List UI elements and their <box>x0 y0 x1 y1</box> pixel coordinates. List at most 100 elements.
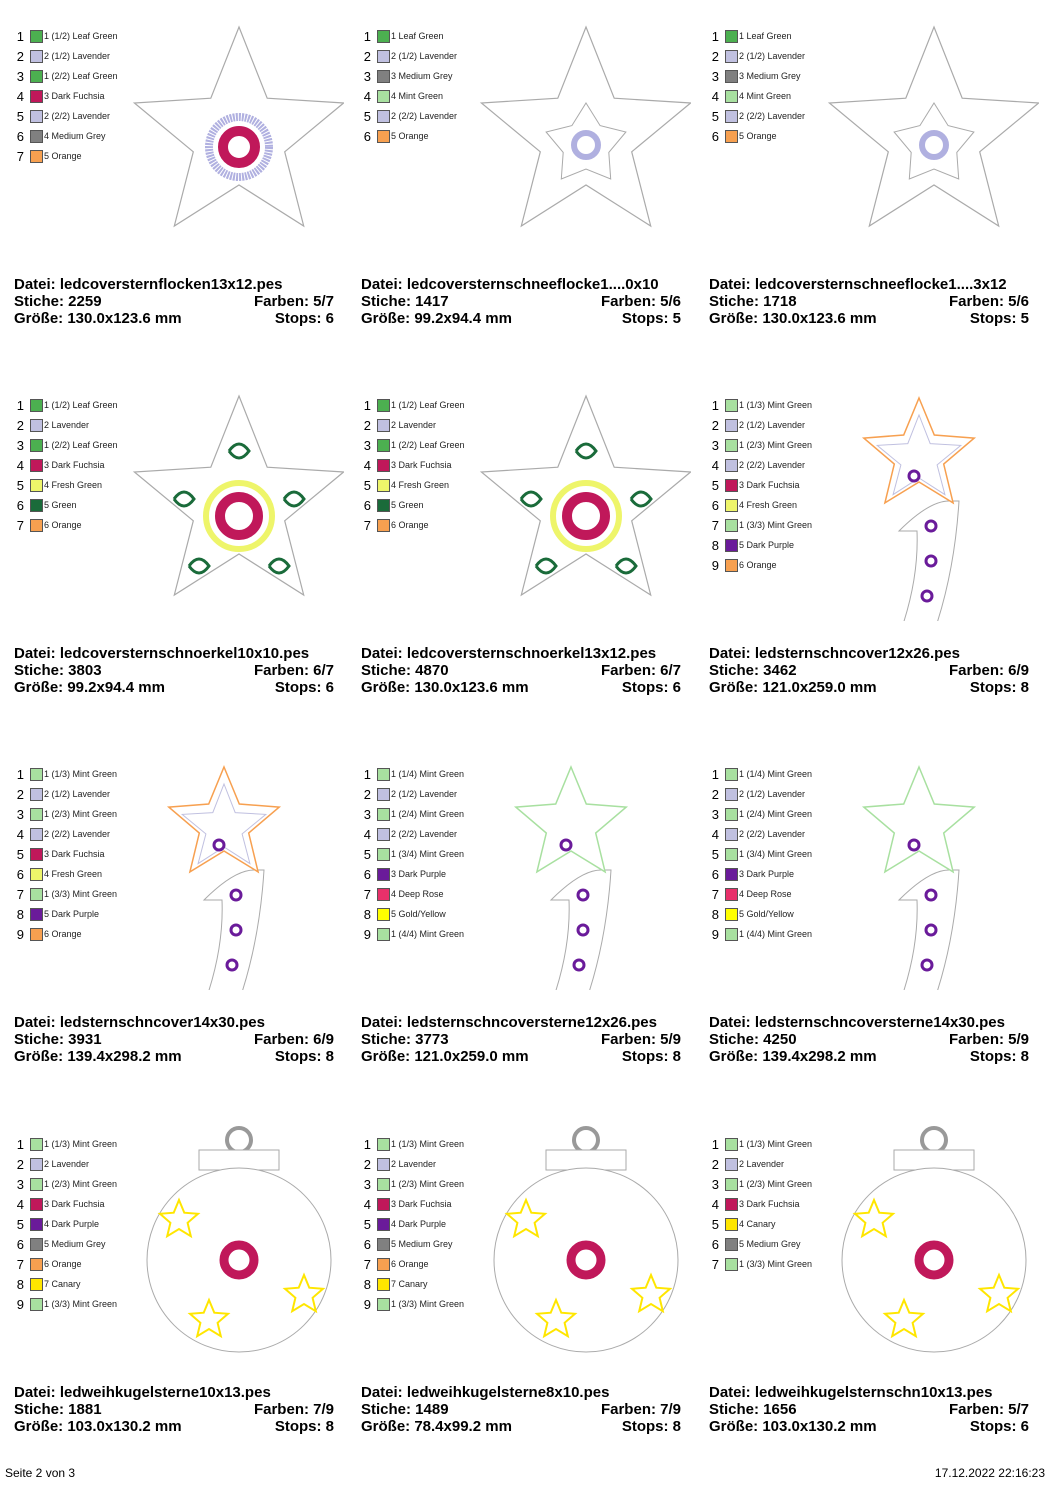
color-index: 2 <box>711 418 719 433</box>
color-index: 9 <box>16 927 24 942</box>
color-index: 5 <box>711 1217 719 1232</box>
color-index: 9 <box>711 927 719 942</box>
design-size: Größe: 121.0x259.0 mm <box>709 679 877 696</box>
color-index: 6 <box>363 1237 371 1252</box>
color-swatch <box>30 1238 43 1251</box>
color-swatch <box>377 439 390 452</box>
page-number: Seite 2 von 3 <box>5 1466 76 1480</box>
design-preview <box>479 25 691 228</box>
color-label: 1 (1/3) Mint Green <box>391 1139 465 1149</box>
design-size: Größe: 99.2x94.4 mm <box>14 679 165 696</box>
color-swatch <box>30 928 43 941</box>
color-index: 3 <box>711 69 719 84</box>
color-label: 4 Dark Purple <box>44 1219 100 1229</box>
color-swatch <box>725 70 738 83</box>
design-size: Größe: 121.0x259.0 mm <box>361 1048 529 1065</box>
color-swatch <box>30 1218 43 1231</box>
color-label: 3 Dark Fuchsia <box>739 480 800 490</box>
color-swatch <box>30 30 43 43</box>
color-swatch <box>377 479 390 492</box>
color-index: 1 <box>16 767 24 782</box>
color-label: 5 Dark Purple <box>739 540 795 550</box>
color-swatch <box>377 90 390 103</box>
color-swatch <box>377 848 390 861</box>
color-index: 3 <box>363 69 371 84</box>
color-label: 5 Medium Grey <box>739 1239 801 1249</box>
design-preview <box>132 394 344 597</box>
color-swatch <box>377 499 390 512</box>
color-label: 3 Medium Grey <box>739 71 801 81</box>
color-label: 5 Orange <box>391 131 429 141</box>
color-swatch <box>725 1198 738 1211</box>
color-label: 2 (2/2) Lavender <box>391 829 458 839</box>
color-swatch <box>30 768 43 781</box>
color-label: 1 (1/2) Leaf Green <box>44 400 118 410</box>
color-swatch <box>30 868 43 881</box>
color-label: 3 Medium Grey <box>391 71 453 81</box>
color-swatch <box>377 1158 390 1171</box>
color-index: 2 <box>363 787 371 802</box>
color-swatch <box>377 70 390 83</box>
color-label: 2 (2/2) Lavender <box>739 460 806 470</box>
stitch-count: Stiche: 1656 <box>709 1401 797 1418</box>
color-swatch <box>377 30 390 43</box>
color-swatch <box>30 1138 43 1151</box>
file-name: Datei: ledweihkugelsterne8x10.pes <box>361 1384 610 1401</box>
color-index: 6 <box>16 498 24 513</box>
color-count: Farben: 6/7 <box>253 662 334 679</box>
color-label: 6 Orange <box>391 520 429 530</box>
color-label: 1 (1/3) Mint Green <box>44 1139 118 1149</box>
color-label: 1 (2/2) Leaf Green <box>391 440 465 450</box>
file-name: Datei: ledcoversternflocken13x12.pes <box>14 276 283 293</box>
color-label: 5 Dark Purple <box>44 909 100 919</box>
color-label: 5 Gold/Yellow <box>391 909 446 919</box>
file-name: Datei: ledsternschncoversterne14x30.pes <box>709 1014 1005 1031</box>
color-swatch <box>30 50 43 63</box>
color-label: 2 (2/2) Lavender <box>44 829 111 839</box>
color-label: 5 Green <box>391 500 424 510</box>
color-swatch <box>30 399 43 412</box>
color-label: 5 Green <box>44 500 77 510</box>
color-label: 2 (1/2) Lavender <box>739 789 806 799</box>
color-label: 1 (1/4) Mint Green <box>391 769 465 779</box>
color-swatch <box>377 908 390 921</box>
color-index: 1 <box>711 29 719 44</box>
color-swatch <box>725 1158 738 1171</box>
color-label: 2 (1/2) Lavender <box>739 420 806 430</box>
color-swatch <box>377 1198 390 1211</box>
color-swatch <box>377 1258 390 1271</box>
design-preview <box>861 765 977 990</box>
color-swatch <box>725 768 738 781</box>
color-swatch <box>377 110 390 123</box>
color-swatch <box>725 1138 738 1151</box>
color-swatch <box>725 928 738 941</box>
color-index: 8 <box>363 907 371 922</box>
stop-count: Stops: 6 <box>274 310 334 327</box>
color-index: 3 <box>711 1177 719 1192</box>
color-label: 1 (2/4) Mint Green <box>739 809 813 819</box>
color-swatch <box>30 1258 43 1271</box>
design-size: Größe: 99.2x94.4 mm <box>361 310 512 327</box>
color-count: Farben: 5/6 <box>948 293 1029 310</box>
stop-count: Stops: 8 <box>274 1048 334 1065</box>
color-swatch <box>377 868 390 881</box>
design-preview <box>132 25 344 228</box>
color-swatch <box>725 439 738 452</box>
color-label: 3 Dark Fuchsia <box>44 849 105 859</box>
design-size: Größe: 130.0x123.6 mm <box>14 310 182 327</box>
design-preview <box>493 1126 679 1353</box>
file-name: Datei: ledweihkugelsternschn10x13.pes <box>709 1384 993 1401</box>
color-index: 5 <box>16 109 24 124</box>
color-index: 1 <box>363 767 371 782</box>
color-index: 7 <box>711 1257 719 1272</box>
color-swatch <box>30 808 43 821</box>
color-label: 4 Dark Purple <box>391 1219 447 1229</box>
color-swatch <box>377 459 390 472</box>
color-index: 7 <box>16 518 24 533</box>
timestamp: 17.12.2022 22:16:23 <box>934 1466 1045 1480</box>
color-swatch <box>30 439 43 452</box>
color-label: 1 (3/4) Mint Green <box>391 849 465 859</box>
stop-count: Stops: 6 <box>969 1418 1029 1435</box>
color-label: 2 (1/2) Lavender <box>44 789 111 799</box>
